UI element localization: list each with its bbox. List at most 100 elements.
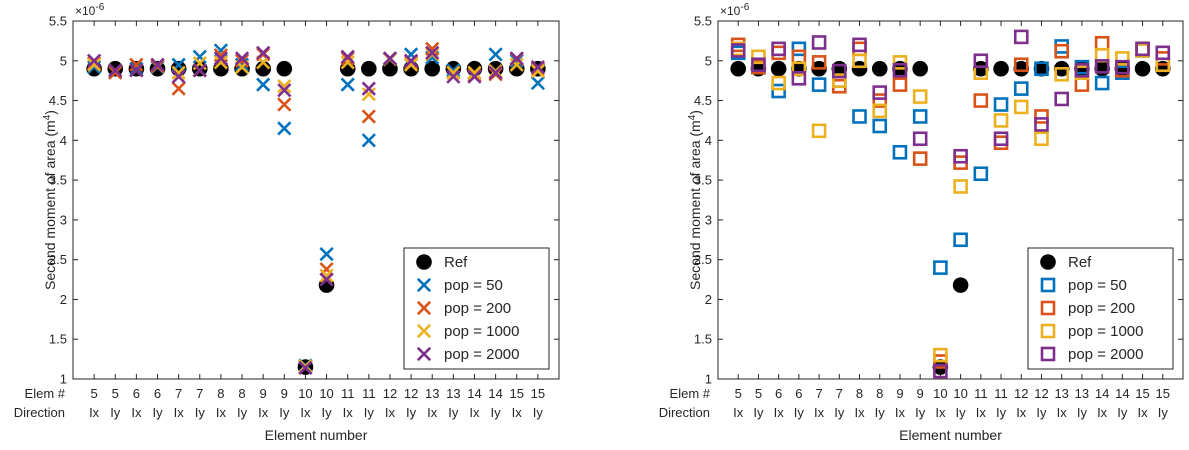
x-tick-direction-label: Iy — [195, 405, 206, 420]
x-stroke-b — [192, 49, 207, 64]
y-tick-label: 5 — [705, 53, 712, 68]
data-point — [1013, 99, 1029, 115]
y-tick-label: 1.5 — [694, 332, 712, 347]
x-tick-elem-label: 9 — [917, 386, 924, 401]
x-tick-direction-label: Ix — [976, 405, 987, 420]
data-point — [892, 77, 908, 92]
x-tick-direction-label: Ix — [174, 405, 185, 420]
x-tick-direction-label: Ix — [1138, 405, 1149, 420]
row-label-elem: Elem # — [25, 386, 66, 401]
x-tick-direction-label: Ix — [814, 405, 825, 420]
x-tick-direction-label: Ix — [895, 405, 906, 420]
x-tick-direction-label: Ix — [300, 405, 311, 420]
data-point — [129, 57, 144, 72]
x-tick-direction-label: Iy — [794, 405, 805, 420]
y-tick-label: 1 — [705, 372, 712, 387]
data-point — [852, 53, 867, 69]
x-tick-direction-label: Iy — [915, 405, 926, 420]
x-tick-elem-label: 13 — [1054, 386, 1068, 401]
data-point — [832, 73, 847, 88]
x-tick-elem-label: 11 — [974, 386, 988, 401]
data-point — [108, 63, 123, 78]
data-point — [87, 53, 102, 68]
data-point — [171, 65, 186, 80]
x-tick-direction-label: Iy — [364, 405, 375, 420]
data-point — [1034, 131, 1049, 147]
x-tick-direction-label: Iy — [322, 405, 333, 420]
y-tick-label: 2 — [60, 292, 67, 307]
x-stroke-b — [234, 53, 250, 68]
data-point — [277, 79, 292, 94]
data-point — [276, 60, 293, 77]
x-stroke-b — [382, 51, 398, 66]
data-point — [1094, 75, 1110, 91]
x-stroke-b — [340, 55, 355, 70]
legend-marker — [416, 323, 432, 339]
x-tick-direction-label: Ix — [854, 405, 865, 420]
data-point — [993, 131, 1009, 147]
x-tick-elem-label: 5 — [735, 386, 742, 401]
x-stroke-b — [319, 246, 334, 262]
legend-marker — [1040, 254, 1056, 270]
x-tick-direction-label: Iy — [152, 405, 163, 420]
x-stroke-b — [416, 300, 432, 316]
legend-label: pop = 50 — [444, 277, 503, 294]
data-point — [530, 64, 545, 79]
legend-label: Ref — [1068, 254, 1092, 271]
x-tick-direction-label: Iy — [491, 405, 502, 420]
x-tick-elem-label: 7 — [836, 386, 843, 401]
data-point — [213, 55, 229, 70]
x-tick-elem-label: 13 — [425, 386, 439, 401]
data-point — [811, 35, 827, 50]
x-stroke-b — [129, 63, 144, 78]
data-point — [467, 65, 482, 80]
data-point — [1115, 59, 1130, 75]
x-tick-elem-label: 11 — [341, 386, 355, 401]
legend-label: pop = 2000 — [444, 346, 520, 363]
x-stroke-b — [319, 268, 334, 283]
x-tick-direction-label: Ix — [131, 405, 142, 420]
data-point — [791, 41, 807, 57]
data-point — [912, 151, 928, 166]
x-stroke-b — [87, 57, 102, 72]
data-point — [1054, 43, 1069, 59]
data-point — [1094, 35, 1110, 51]
x-stroke-b — [129, 57, 144, 72]
data-point — [129, 63, 144, 78]
data-point — [403, 57, 419, 72]
data-point — [912, 131, 928, 147]
x-stroke-b — [87, 53, 102, 68]
data-point — [234, 57, 250, 72]
x-stroke-b — [416, 323, 432, 339]
x-tick-elem-label: 7 — [175, 386, 182, 401]
x-tick-elem-label: 7 — [815, 386, 822, 401]
data-point — [973, 60, 989, 77]
data-point — [319, 268, 334, 283]
legend-marker — [416, 346, 432, 362]
x-tick-direction-label: Ix — [343, 405, 354, 420]
legend-marker — [1040, 323, 1056, 339]
x-stroke-b — [425, 45, 440, 60]
data-point — [256, 77, 271, 92]
legend-marker — [1040, 300, 1056, 316]
x-tick-elem-label: 15 — [510, 386, 524, 401]
x-stroke-b — [277, 121, 292, 136]
y-axis-label-sup: 4 — [687, 114, 698, 120]
data-point — [361, 87, 376, 102]
legend-label: pop = 1000 — [1068, 323, 1144, 340]
data-point — [872, 103, 888, 119]
y-tick-label: 2.5 — [49, 252, 67, 267]
x-tick-elem-label: 13 — [1075, 386, 1089, 401]
x-stroke-b — [277, 97, 292, 112]
chart-panel-1: 1 1.5 2 2.5 3 3.5 4 4.5 5 5.5 ×10-6 5 Ix 5 Iy 6 Ix 6 Iy 7 Ix… — [14, 2, 560, 443]
x-tick-elem-label: 12 — [404, 386, 418, 401]
data-point — [892, 144, 908, 160]
data-point — [973, 93, 989, 108]
x-tick-direction-label: Iy — [1117, 405, 1128, 420]
data-point — [446, 65, 461, 80]
data-point — [811, 77, 827, 92]
x-tick-elem-label: 10 — [953, 386, 967, 401]
legend-marker — [1040, 346, 1056, 362]
y-axis-label-close: ) — [687, 110, 703, 115]
